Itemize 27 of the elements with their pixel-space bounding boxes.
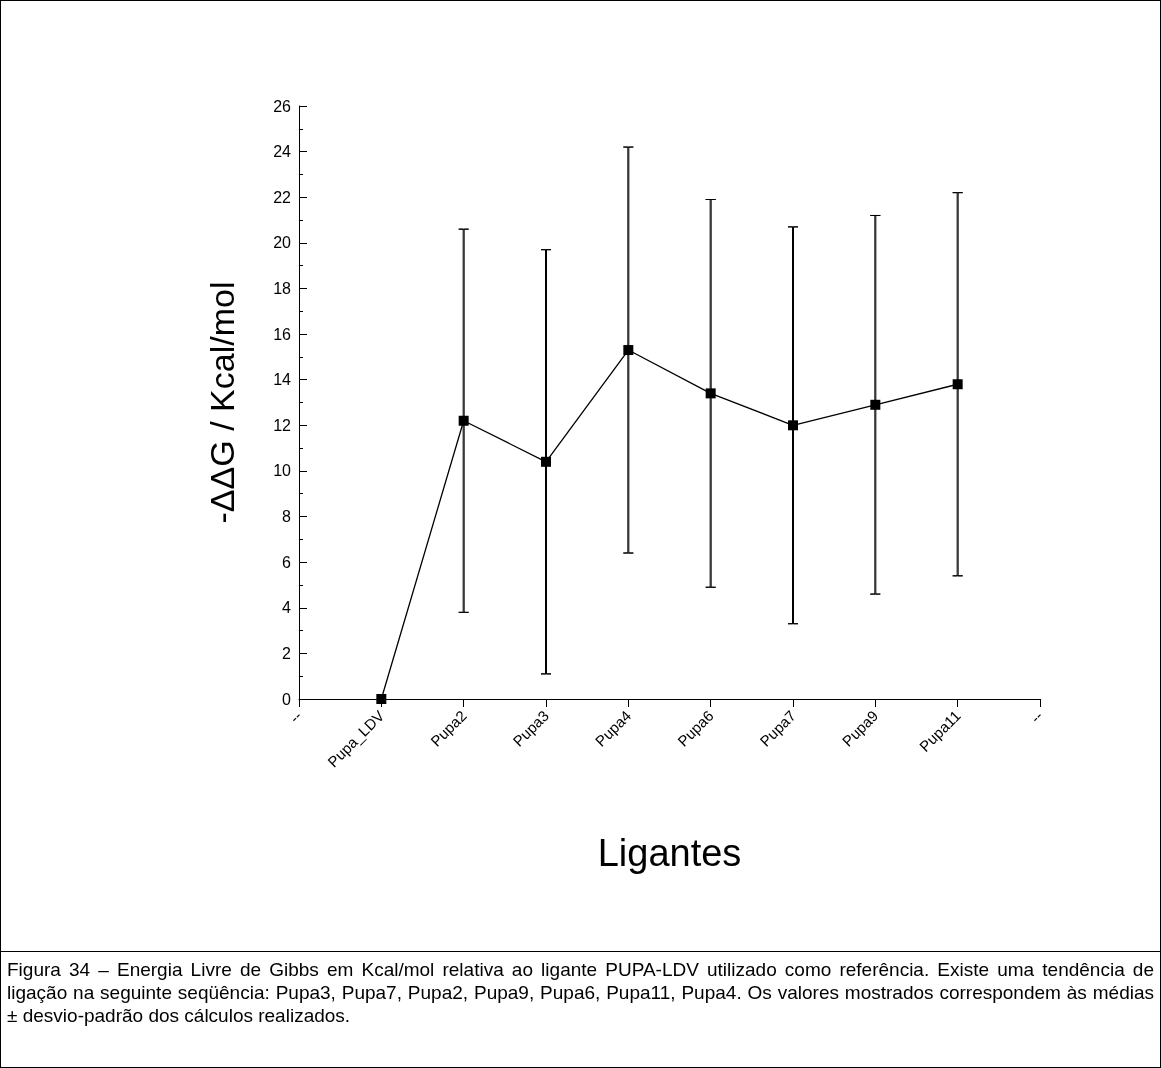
text: Figura 34 – Energia Livre de Gibbs em Kcal/mol relativa ao ligante PUPA-LDV utilizado como referência. Existe uma tendência de ligação na seguinte seqüência: Pupa3, Pupa7, Pupa2, Pupa9, Pupa6, Pupa11, Pupa4. Os valores mostrados correspondem às médias ± desvio-padrão dos cálculos realizados.: [7, 958, 1154, 1027]
point: [376, 694, 387, 704]
x-axis-title: Ligantes: [597, 832, 742, 874]
point: [870, 399, 881, 410]
y-tick-label: 26: [273, 97, 292, 115]
y-axis-title: -ΔΔG / Kcal/mol: [203, 281, 241, 524]
y-tick-label: 14: [273, 371, 292, 389]
y-tick-label: 18: [273, 279, 292, 297]
point: [623, 345, 634, 356]
y-tick-label: 16: [273, 325, 292, 343]
y-tick-label: 0: [282, 690, 292, 708]
y-tick-label: 20: [273, 234, 292, 252]
y-tick-label: 24: [273, 143, 292, 161]
y-tick-label: 2: [282, 644, 292, 662]
y-tick-label: 12: [273, 416, 292, 434]
y-tick-label: 10: [273, 462, 292, 480]
y-tick-label: 8: [282, 508, 292, 526]
point: [458, 415, 469, 426]
point: [705, 388, 716, 399]
y-tick-label: 22: [273, 188, 292, 206]
x-tick-label: --: [285, 706, 306, 727]
point: [541, 456, 551, 467]
point: [952, 379, 963, 390]
point: [788, 420, 798, 431]
y-tick-label: 6: [282, 553, 292, 571]
x-tick-label: --: [1026, 706, 1047, 727]
y-tick-label: 4: [282, 599, 292, 617]
